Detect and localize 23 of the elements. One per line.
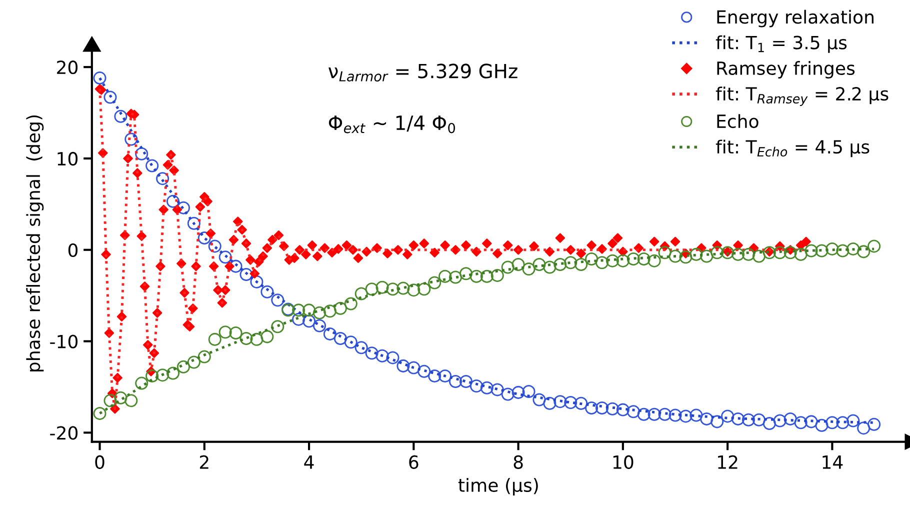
legend-label: fit: T$_{1}$ = 3.5 μs [716,35,847,53]
x-tick-label: 6 [409,455,418,469]
annotation: Φ$_{ext}$ ~ 1/4 Φ$_{0}$ [328,116,455,134]
annotation: ν$_{Larmor}$ = 5.329 GHz [328,64,518,82]
legend-label: Ramsey fringes [717,61,855,79]
y-tick-label: 10 [58,152,78,166]
y-tick-label: -20 [50,426,78,440]
y-tick-label: 20 [57,60,78,74]
y-tick-label: -10 [50,334,78,348]
x-tick-label: 12 [718,455,738,469]
x-tick-label: 2 [200,455,208,469]
x-tick-label: 10 [613,455,634,469]
y-axis-title: phase reflected signal (deg) [26,115,44,372]
legend-label: Energy relaxation [717,10,874,28]
legend-label: fit: T$_{Ramsey}$ = 2.2 μs [716,86,888,106]
x-tick-label: 0 [95,455,104,469]
y-tick-label: 0 [68,243,78,257]
x-tick-label: 4 [304,456,314,469]
legend-label: Echo [717,114,758,128]
x-tick-label: 8 [514,455,523,469]
x-tick-label: 14 [822,456,843,469]
x-axis-title: time (µs) [458,478,538,496]
legend-label: fit: T$_{Echo}$ = 4.5 μs [716,140,870,158]
